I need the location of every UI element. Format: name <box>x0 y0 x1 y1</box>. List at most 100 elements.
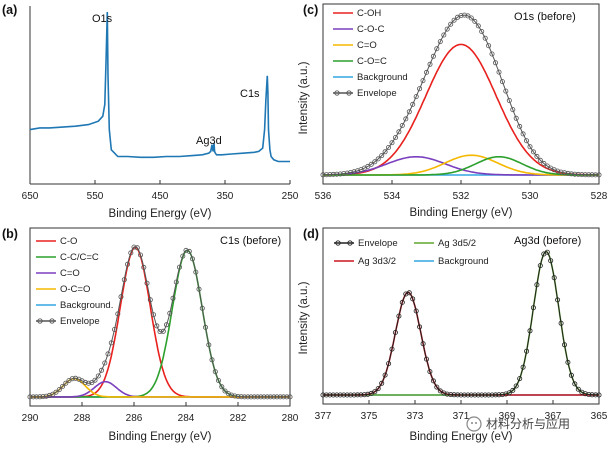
panel-c-envelope-marker <box>541 160 547 166</box>
panel-b-envelope-marker <box>112 326 118 332</box>
panel-c-envelope-marker <box>562 170 568 176</box>
panel-d-envelope-marker <box>468 392 474 398</box>
panel-a: (a) 650 550 450 350 250 O1s Ag3d C1s Binding… <box>2 3 299 220</box>
panel-c-envelope-line <box>323 14 599 176</box>
panel-d-envelope-marker <box>354 392 360 398</box>
panel-c-envelope-marker <box>344 170 350 176</box>
panel-c-envelope-marker <box>589 172 595 178</box>
wechat-icon-eye <box>475 422 477 424</box>
panel-b-envelope-marker <box>150 312 156 318</box>
panel-b-envelope-marker <box>251 394 257 400</box>
panel-c-envelope-marker <box>372 159 378 165</box>
panel-b-envelope-marker <box>134 245 140 251</box>
c1s-peak-annotation: C1s <box>240 88 260 100</box>
panel-b-envelope-marker <box>86 380 92 386</box>
panel-d-envelope-marker <box>455 392 461 398</box>
panel-c-envelope-marker <box>337 171 343 177</box>
panel-c-envelope-marker <box>454 14 460 20</box>
panel-b-envelope-marker <box>170 295 176 301</box>
panel-c-envelope-marker <box>527 144 533 150</box>
panel-d-legend-marker <box>335 240 341 246</box>
panel-a-x-tick-label: 650 <box>22 191 39 202</box>
panel-c-legend-label: Background <box>357 72 408 83</box>
panel-d-legend-label: Envelope <box>358 238 398 249</box>
panel-d-envelope-marker <box>534 282 540 288</box>
panel-c-envelope-marker <box>341 171 347 177</box>
panel-c-legend-marker <box>346 90 352 96</box>
panel-c-envelope-marker <box>444 26 450 32</box>
panel-b-envelope-marker <box>125 261 131 267</box>
panel-d-legend-label: Ag 3d3/2 <box>358 256 396 267</box>
panel-d-envelope-marker <box>565 359 571 365</box>
panel-d-legend-label: Background <box>438 256 489 267</box>
panel-c-envelope-marker <box>513 115 519 121</box>
panel-b-envelope-marker <box>128 250 134 256</box>
panel-b-envelope-marker <box>183 247 189 253</box>
panel-d-envelope-marker <box>465 392 471 398</box>
panel-c-envelope-marker <box>392 134 398 140</box>
panel-c-envelope-marker <box>565 170 571 176</box>
panel-d-envelope-marker <box>375 386 381 392</box>
panel-c-envelope-marker <box>499 79 505 85</box>
panel-b-envelope-marker <box>277 394 283 400</box>
panel-c-envelope-marker <box>472 18 478 24</box>
panel-a-x-tick-label: 350 <box>217 191 234 202</box>
panel-d-envelope-marker <box>410 296 416 302</box>
panel-d-envelope-marker <box>392 329 398 335</box>
panel-d-envelope-marker <box>562 342 568 348</box>
panel-c-envelope-marker <box>482 35 488 41</box>
panel-b-envelope-marker <box>137 252 143 258</box>
panel-c-x-tick-label: 534 <box>384 191 401 202</box>
panel-b-envelope-marker <box>222 388 228 394</box>
panel-d-envelope-marker <box>430 378 436 384</box>
panel-b-envelope-marker <box>121 277 127 283</box>
panel-d-envelope-marker <box>403 291 409 297</box>
panel-b-envelope-marker <box>60 383 66 389</box>
panel-c-envelope-marker <box>465 13 471 19</box>
panel-d-envelope-marker <box>513 383 519 389</box>
panel-d-envelope-marker <box>537 263 543 269</box>
panel-d-peak-ag-3d3-2 <box>323 291 599 396</box>
panel-d-y-label: Intensity (a.u.) <box>298 281 310 354</box>
panel-d-envelope-marker <box>558 320 564 326</box>
panel-d-x-tick-label: 373 <box>407 411 424 422</box>
panel-d-envelope-marker <box>379 380 385 386</box>
panel-c-envelope-marker <box>475 23 481 29</box>
panel-d-envelope-marker <box>351 392 357 398</box>
panel-c: (c) 536 534 532 530 528 O1s (before) C-OH C-O… <box>298 3 608 219</box>
panel-d-envelope-marker <box>337 392 343 398</box>
panel-b-envelope-marker <box>160 328 166 334</box>
panel-c-envelope-marker <box>558 169 564 175</box>
panel-c-x-tick-label: 536 <box>315 191 332 202</box>
panel-d-envelope-marker <box>461 392 467 398</box>
panel-c-envelope-marker <box>520 131 526 137</box>
panel-d-envelope-marker <box>358 392 364 398</box>
watermark: 材料分析与应用 <box>466 416 570 432</box>
panel-b-envelope-marker <box>215 377 221 383</box>
panel-b-envelope-marker <box>76 376 82 382</box>
panel-d-envelope-marker <box>323 392 329 398</box>
panel-c-x-tick-label: 528 <box>591 191 608 202</box>
panel-d-envelope-marker <box>541 251 547 257</box>
panel-a-x-tick-label: 250 <box>282 191 299 202</box>
panel-d-envelope-marker <box>486 392 492 398</box>
panel-c-envelope-marker <box>348 169 354 175</box>
panel-c-envelope-marker <box>510 107 516 113</box>
panel-b-legend-label: Background. <box>60 300 113 311</box>
panel-c-legend-label: Envelope <box>357 88 397 99</box>
panel-b-legend-label: C-O <box>60 236 77 247</box>
panel-b-envelope-marker <box>189 256 195 262</box>
panel-b-envelope-marker <box>73 375 79 381</box>
panel-b-envelope-marker <box>27 394 33 400</box>
panel-c-y-label: Intensity (a.u.) <box>298 61 310 134</box>
panel-b-envelope-marker <box>157 329 163 335</box>
panel-c-envelope-marker <box>351 169 357 175</box>
panel-b-envelope-marker <box>43 393 49 399</box>
panel-a-x-tick-label: 450 <box>152 191 169 202</box>
panel-b-envelope-marker <box>154 323 160 329</box>
panel-d-envelope-marker <box>320 392 326 398</box>
panel-c-label: (c) <box>303 3 318 17</box>
panel-b-envelope-marker <box>144 280 150 286</box>
panel-b-envelope-marker <box>225 391 231 397</box>
